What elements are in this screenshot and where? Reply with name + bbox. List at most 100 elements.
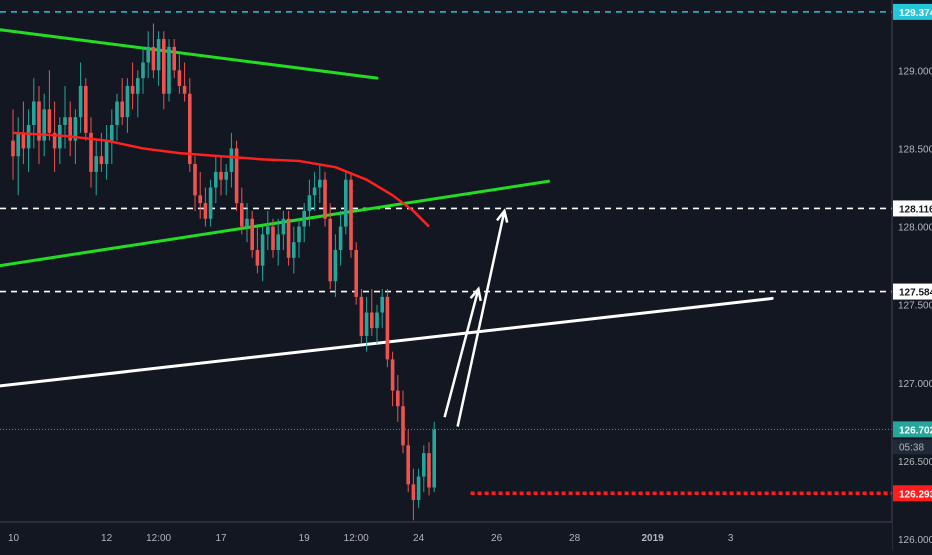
candle-body-81 <box>432 429 436 488</box>
candle-body-54 <box>292 242 296 258</box>
candle-body-53 <box>286 218 291 258</box>
candle-body-26 <box>146 46 150 63</box>
time-tick-label: 24 <box>413 533 425 544</box>
candle-body-12 <box>73 117 78 141</box>
time-tick-label: 2019 <box>641 533 664 544</box>
price-tag <box>893 421 932 438</box>
candle-body-61 <box>328 218 332 282</box>
moving-average-line <box>12 131 430 228</box>
candle-body-3 <box>26 125 31 149</box>
candle-body-7 <box>47 109 52 133</box>
candle-body-66 <box>354 250 358 297</box>
candle-body-47 <box>255 250 260 266</box>
candle-body-63 <box>338 226 343 250</box>
time-tick-label: 12:00 <box>344 533 369 544</box>
price-tag-label: 129.374 <box>899 8 932 19</box>
candle-body-33 <box>182 85 187 94</box>
candle-body-30 <box>167 46 171 94</box>
candle-body-40 <box>219 171 223 180</box>
trendline-1 <box>0 179 551 268</box>
price-tag-label: 126.702 <box>899 425 932 436</box>
time-tick-label: 19 <box>299 533 311 544</box>
price-axis-panel <box>892 0 932 550</box>
time-tick-label: 12 <box>101 533 113 544</box>
candle-body-46 <box>250 218 254 250</box>
candle-body-22 <box>125 85 130 118</box>
projection-arrow-head-1 <box>496 208 509 223</box>
label-layer: 126.000 126.500 127.000 127.500 128.000 128.5… <box>8 3 932 546</box>
candle-body-65 <box>349 179 353 250</box>
candle-body-60 <box>323 179 327 219</box>
candle-body-78 <box>416 476 421 500</box>
price-tag <box>893 283 932 300</box>
candle-body-55 <box>297 226 301 243</box>
candle-body-17 <box>99 156 104 165</box>
price-tick-label: 127.000 <box>898 379 932 390</box>
candle-body-24 <box>136 78 140 94</box>
candle-body-58 <box>312 187 317 196</box>
price-tag-label: 126.293 <box>899 489 932 500</box>
candle-body-68 <box>364 312 369 336</box>
candle-body-44 <box>240 203 244 227</box>
price-tick-label: 127.500 <box>898 301 932 312</box>
time-tick-label: 10 <box>8 533 20 544</box>
candle-body-10 <box>63 117 67 125</box>
candle-body-72 <box>385 296 390 360</box>
price-tag <box>893 200 932 217</box>
candle-body-5 <box>37 101 41 141</box>
candle-body-57 <box>307 195 312 211</box>
price-tick-label: 128.500 <box>898 144 932 155</box>
candle-body-25 <box>141 62 145 79</box>
candle-body-42 <box>229 148 234 172</box>
candle-body-34 <box>188 93 192 165</box>
candle-body-38 <box>208 187 213 219</box>
candle-body-21 <box>120 101 124 118</box>
candle-body-77 <box>411 484 416 500</box>
candle-body-4 <box>32 101 36 125</box>
time-tick-label: 26 <box>491 533 503 544</box>
candle-body-80 <box>427 453 431 488</box>
candle-body-1 <box>16 132 20 157</box>
candle-body-15 <box>89 132 93 172</box>
projection-arrow-1 <box>456 210 506 427</box>
candle-body-59 <box>318 179 322 188</box>
candle-body-43 <box>234 148 239 204</box>
price-tick-label: 126.000 <box>898 535 932 546</box>
candle-body-69 <box>370 312 374 329</box>
time-axis-panel <box>0 522 892 550</box>
candle-body-74 <box>396 390 400 407</box>
candle-body-49 <box>266 226 270 235</box>
candle-body-50 <box>271 226 275 250</box>
time-tick-label: 3 <box>728 533 734 544</box>
candle-body-51 <box>276 234 280 250</box>
candle-body-73 <box>390 359 395 391</box>
price-tag-label: 127.584 <box>899 288 932 299</box>
candle-body-71 <box>380 296 384 313</box>
candle-body-28 <box>156 39 161 71</box>
candle-body-29 <box>162 39 166 94</box>
candle-body-35 <box>193 164 197 196</box>
projection-arrow-head-0 <box>469 286 482 302</box>
candle-body-18 <box>104 140 109 165</box>
plot-layer <box>0 11 892 521</box>
candle-body-39 <box>214 171 218 188</box>
candle-body-2 <box>21 132 26 149</box>
candle-body-52 <box>281 218 286 235</box>
candle-body-14 <box>84 85 88 133</box>
candle-body-75 <box>401 406 405 446</box>
candle-body-37 <box>203 203 208 219</box>
time-tick-label: 17 <box>215 533 227 544</box>
price-tick-label: 126.500 <box>898 457 932 468</box>
candle-body-45 <box>245 218 249 227</box>
trendline-0 <box>0 28 379 80</box>
price-tag <box>893 485 932 502</box>
candle-body-8 <box>52 132 57 149</box>
candle-body-41 <box>224 171 228 180</box>
projection-arrow-0 <box>443 288 480 418</box>
candle-body-70 <box>375 312 379 329</box>
time-tick-label: 12:00 <box>146 533 171 544</box>
